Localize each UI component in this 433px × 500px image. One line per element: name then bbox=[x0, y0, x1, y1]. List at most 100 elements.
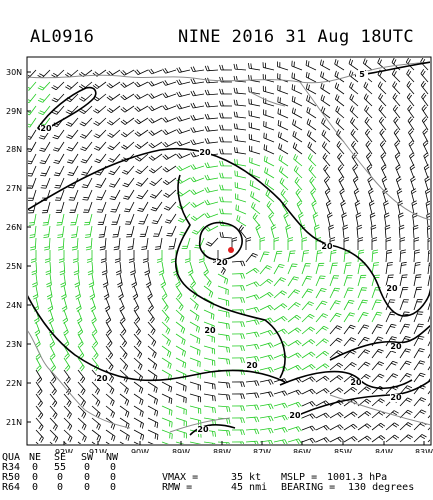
wind-barb-feather bbox=[226, 406, 229, 412]
wind-barb-feather bbox=[240, 357, 243, 364]
wind-barb-feather bbox=[110, 422, 114, 429]
wind-barb bbox=[179, 165, 191, 172]
wind-barb-feather bbox=[378, 116, 383, 122]
wind-barb-feather bbox=[242, 273, 246, 279]
wind-barb-feather bbox=[108, 342, 113, 348]
wind-barb-feather bbox=[348, 287, 354, 289]
wind-barb-feather bbox=[410, 154, 415, 159]
wind-barb bbox=[91, 441, 96, 444]
wind-barb-feather bbox=[169, 363, 172, 370]
wind-barb-feather bbox=[226, 382, 228, 389]
wind-barb-feather bbox=[242, 285, 246, 291]
wind-barb-feather bbox=[342, 224, 348, 228]
wind-barb-feather bbox=[321, 141, 326, 147]
wind-barb-feather bbox=[81, 173, 87, 176]
wind-barb-feather bbox=[412, 202, 418, 206]
wind-barb-feather bbox=[37, 367, 42, 372]
wind-barb-feather bbox=[30, 246, 36, 249]
wind-barb bbox=[413, 311, 419, 323]
wind-barb-feather bbox=[68, 159, 74, 162]
wind-barb bbox=[379, 144, 387, 155]
wind-barb-feather bbox=[418, 374, 425, 378]
wind-barb bbox=[273, 316, 284, 323]
wind-barb-feather bbox=[38, 436, 43, 442]
wind-barb bbox=[265, 194, 275, 203]
wind-barb-feather bbox=[108, 364, 112, 370]
wind-barb-feather bbox=[377, 81, 382, 87]
wind-barb bbox=[147, 381, 158, 389]
wind-barb bbox=[385, 251, 388, 263]
wind-barb bbox=[235, 92, 247, 95]
wind-barb-feather bbox=[122, 107, 128, 112]
wind-barb-feather bbox=[124, 365, 129, 371]
wind-barb-feather bbox=[144, 272, 150, 276]
wind-barb bbox=[189, 345, 201, 351]
wind-barb-feather bbox=[381, 154, 386, 159]
wind-barb-feather bbox=[395, 154, 401, 159]
wind-barb-feather bbox=[380, 435, 386, 439]
contour-label-bg bbox=[386, 285, 398, 293]
wind-barb-feather bbox=[248, 86, 250, 93]
wind-barb bbox=[329, 337, 338, 347]
wind-barb-feather bbox=[398, 214, 404, 218]
wind-barb-feather bbox=[366, 398, 372, 403]
wind-barb-feather bbox=[253, 282, 258, 287]
wind-barb-feather bbox=[52, 400, 56, 406]
wind-barb-feather bbox=[120, 328, 125, 334]
wind-barb-feather bbox=[252, 212, 257, 218]
wind-barb-feather bbox=[82, 171, 88, 174]
wind-barb-feather bbox=[178, 304, 182, 310]
wind-barb-feather bbox=[391, 362, 397, 366]
wind-barb bbox=[291, 77, 303, 83]
contour-label-bg bbox=[356, 71, 368, 79]
wind-barb-feather bbox=[397, 190, 403, 195]
wind-barb-feather bbox=[135, 183, 141, 187]
wind-barb bbox=[278, 148, 289, 155]
wind-barb-feather bbox=[168, 409, 171, 415]
wind-barb-feather bbox=[256, 331, 260, 337]
wind-barb-feather bbox=[192, 189, 197, 194]
wind-barb-feather bbox=[204, 162, 208, 168]
wind-barb-feather bbox=[399, 224, 405, 228]
wind-barb bbox=[249, 162, 261, 167]
wind-barb bbox=[115, 201, 121, 213]
wind-barb-feather bbox=[142, 260, 149, 263]
wind-barb bbox=[175, 429, 187, 434]
wind-barb-feather bbox=[310, 178, 315, 184]
wind-barb-feather bbox=[91, 308, 96, 312]
wind-barb-feather bbox=[182, 328, 186, 334]
wind-barb-feather bbox=[366, 164, 372, 169]
wind-barb-feather bbox=[111, 208, 117, 211]
row-r64-ne: 0 bbox=[32, 482, 39, 493]
wind-barb-feather bbox=[204, 138, 208, 144]
wind-barb bbox=[49, 285, 53, 297]
wind-barb-feather bbox=[267, 330, 272, 336]
wind-barb bbox=[278, 136, 289, 143]
wind-barb bbox=[287, 340, 298, 347]
wind-barb-feather bbox=[389, 313, 395, 316]
wind-barb bbox=[179, 117, 191, 122]
wind-barb-feather bbox=[412, 214, 418, 218]
wind-barb-feather bbox=[376, 311, 383, 314]
wind-barb-feather bbox=[366, 152, 371, 157]
wind-barb bbox=[399, 385, 408, 395]
wind-barb-feather bbox=[192, 164, 197, 169]
wind-barb bbox=[147, 417, 159, 424]
wind-barb-feather bbox=[195, 314, 198, 320]
wind-barb bbox=[315, 288, 322, 299]
wind-barb bbox=[427, 328, 430, 335]
wind-barb-feather bbox=[220, 268, 225, 274]
wind-barb-feather bbox=[94, 71, 100, 76]
wind-barb-feather bbox=[270, 379, 274, 385]
wind-barb bbox=[63, 285, 67, 297]
wind-barb bbox=[280, 193, 289, 203]
wind-barb bbox=[410, 191, 415, 203]
wind-barb bbox=[335, 110, 345, 119]
wind-barb-feather bbox=[240, 285, 243, 291]
wind-barb bbox=[105, 261, 108, 273]
wind-barb-feather bbox=[136, 319, 141, 324]
longitude-label: 88W bbox=[213, 448, 231, 453]
wind-barb-feather bbox=[28, 74, 31, 77]
wind-barb-feather bbox=[341, 202, 346, 207]
wind-barb-feather bbox=[282, 427, 286, 433]
